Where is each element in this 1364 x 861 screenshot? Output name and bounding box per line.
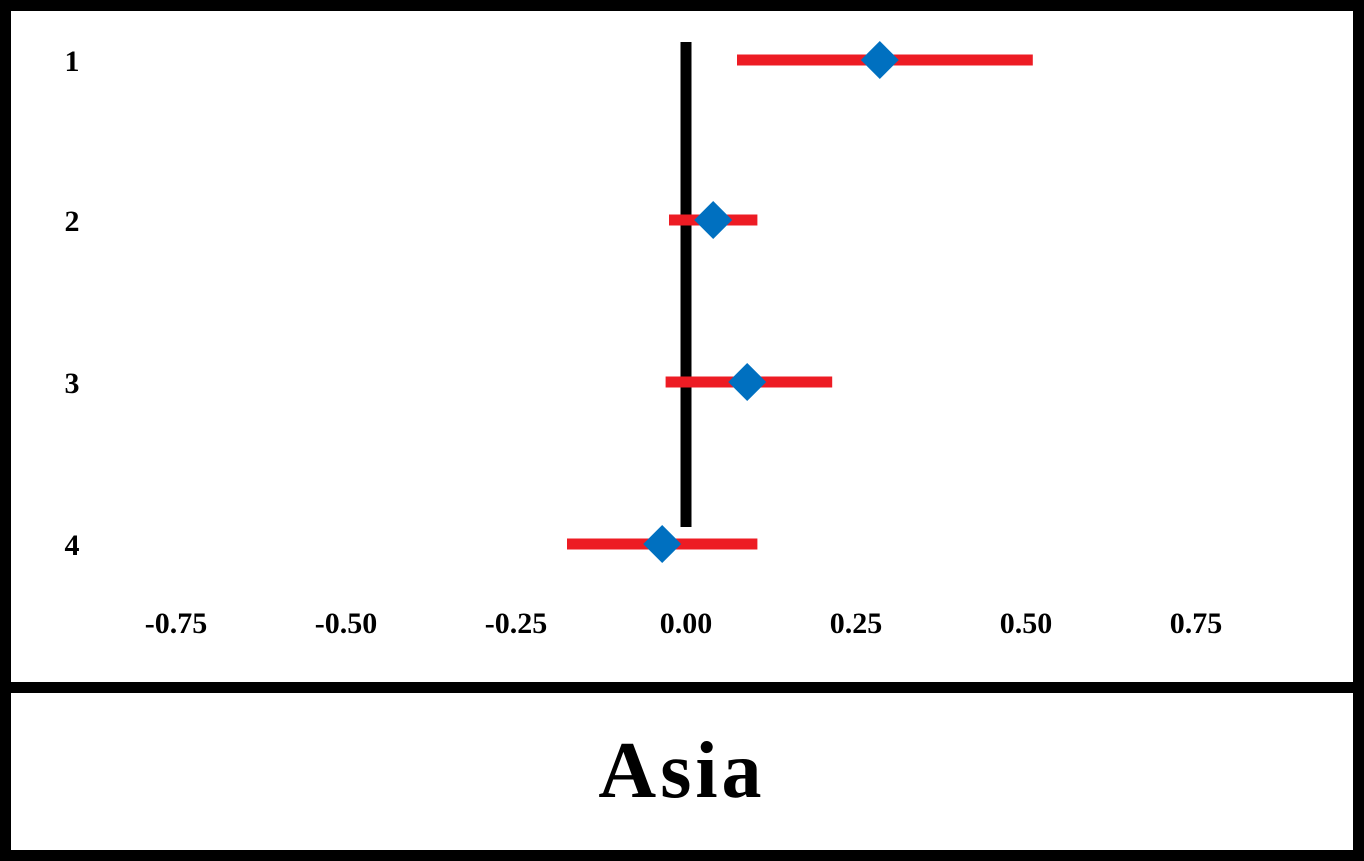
estimate-marker-4: [643, 525, 682, 563]
category-label-4: 4: [65, 529, 80, 562]
category-label-3: 3: [65, 367, 80, 400]
x-tick-label: -0.50: [315, 607, 378, 640]
category-label-1: 1: [65, 45, 80, 78]
estimate-marker-3: [728, 363, 767, 401]
estimate-marker-2: [694, 201, 733, 239]
x-tick-label: -0.25: [485, 607, 548, 640]
x-tick-label: 0.00: [660, 607, 713, 640]
forest-plot: 1 2 3 4 -0.75 -0.50 -0.25 0.00 0.25 0.50 0.75: [65, 41, 1223, 640]
x-tick-label: 0.25: [830, 607, 883, 640]
panel-title: Asia: [598, 727, 766, 815]
x-tick-label: 0.75: [1170, 607, 1223, 640]
x-tick-label: -0.75: [145, 607, 208, 640]
category-label-2: 2: [65, 205, 80, 238]
x-tick-label: 0.50: [1000, 607, 1053, 640]
panel-divider: [0, 682, 1364, 693]
estimate-marker-1: [860, 41, 899, 79]
